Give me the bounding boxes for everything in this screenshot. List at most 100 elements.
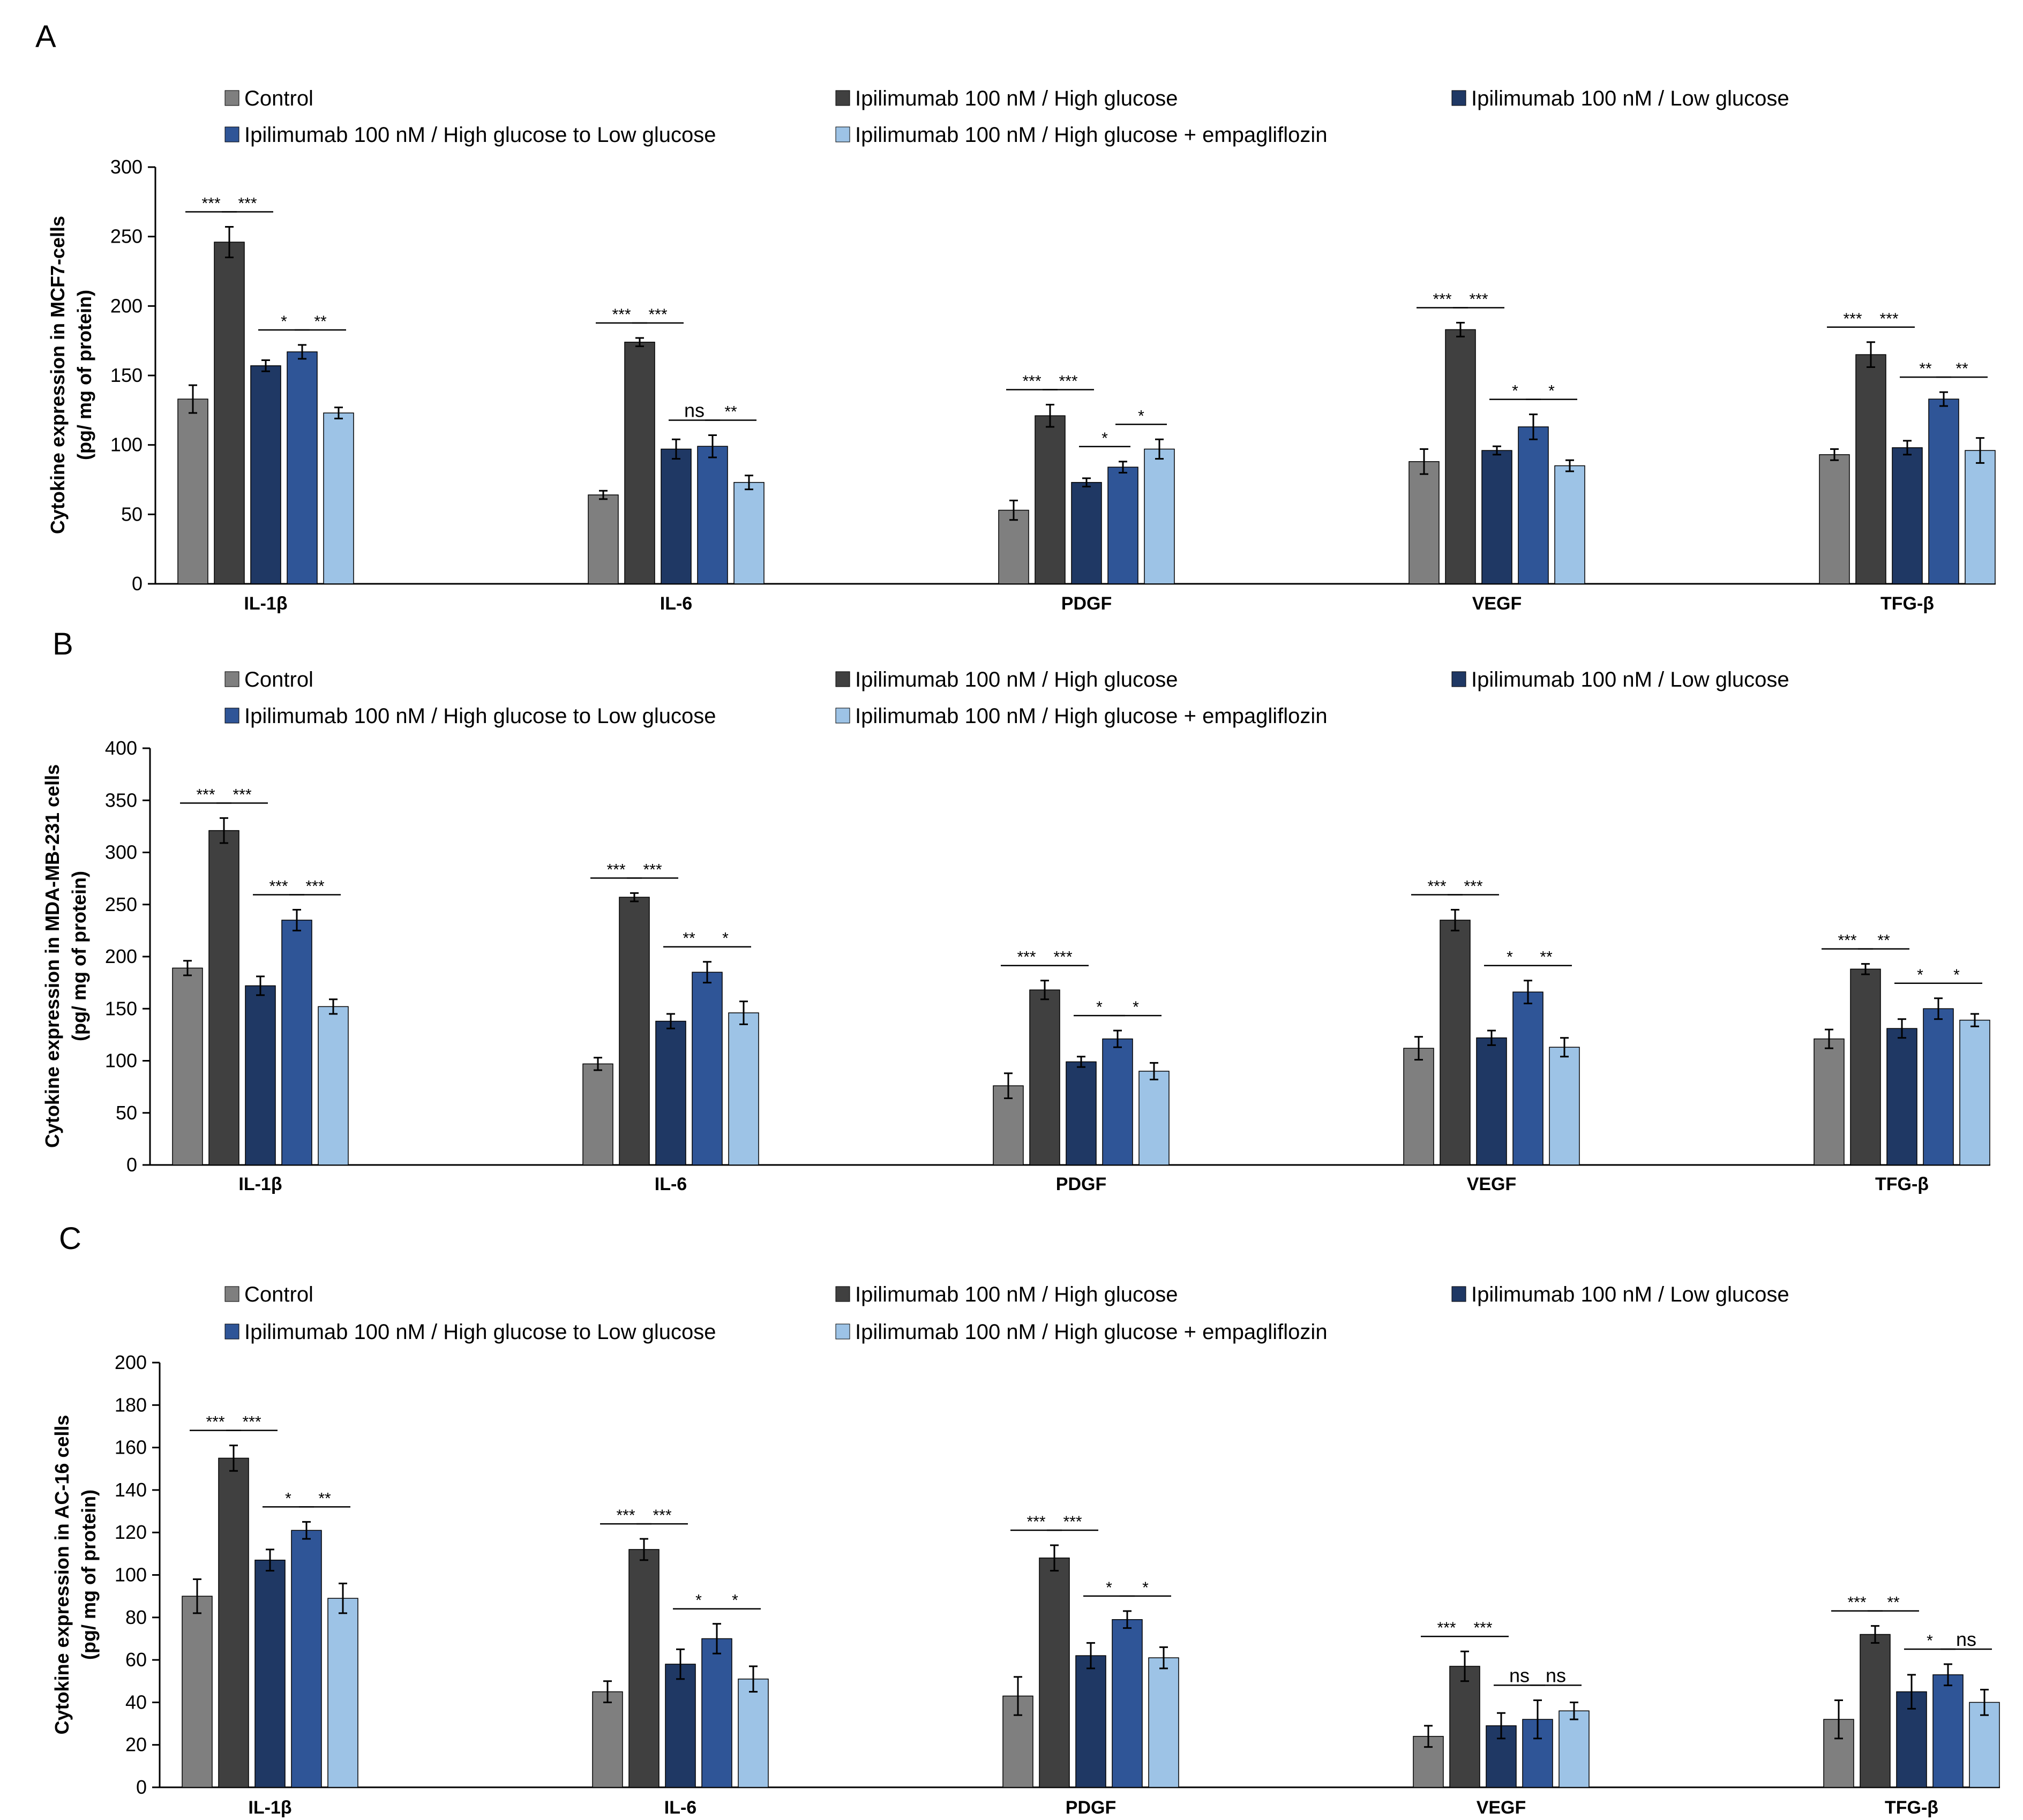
bar (1148, 1657, 1179, 1788)
legend-label: Ipilimumab 100 nM / High glucose to Low … (244, 1320, 716, 1344)
significance-label: ** (314, 313, 327, 330)
y-tick-label: 100 (115, 1564, 147, 1586)
significance-label: *** (1027, 1513, 1045, 1531)
bar (1107, 467, 1138, 584)
bar (692, 972, 723, 1165)
significance-label: ns (1509, 1664, 1530, 1686)
legend-swatch (224, 1286, 239, 1302)
legend: Control Ipilimumab 100 nM / High glucose I… (224, 87, 1789, 147)
bar (1969, 1702, 2000, 1788)
significance-label: *** (643, 861, 662, 878)
y-tick-label: 180 (115, 1394, 147, 1416)
bar (1476, 1037, 1507, 1165)
bar (318, 1006, 349, 1165)
legend-swatch (835, 1323, 850, 1340)
significance-label: * (1133, 998, 1139, 1016)
y-axis-label-units: (pg/ mg of protein) (78, 1490, 100, 1660)
legend-swatch (835, 671, 850, 687)
significance-label: * (1507, 949, 1513, 966)
bar (1855, 354, 1886, 584)
bar (665, 1664, 696, 1788)
x-tick-label: IL-6 (664, 1798, 696, 1818)
bar (323, 412, 354, 584)
x-tick-label: VEGF (1467, 1174, 1517, 1194)
significance-label: ns (684, 400, 705, 422)
y-tick-label: 120 (115, 1521, 147, 1543)
legend-label: Ipilimumab 100 nM / High glucose to Low … (244, 123, 716, 147)
panel-letter: C (59, 1221, 81, 1256)
x-tick-label: VEGF (1472, 593, 1522, 614)
bar (1035, 415, 1066, 584)
significance-label: * (695, 1592, 702, 1610)
significance-label: *** (242, 1413, 261, 1431)
y-tick-label: 50 (116, 1102, 137, 1124)
significance-label: *** (612, 306, 631, 324)
y-tick-label: 300 (110, 156, 143, 178)
legend-label: Ipilimumab 100 nM / High glucose + empag… (855, 1320, 1328, 1344)
significance-label: ** (1877, 932, 1890, 950)
significance-label: *** (1022, 372, 1041, 390)
legend-label: Ipilimumab 100 nM / Low glucose (1471, 87, 1789, 110)
legend-label: Ipilimumab 100 nM / High glucose (855, 668, 1178, 691)
significance-label: * (281, 313, 287, 330)
bar (738, 1679, 769, 1788)
bar (1029, 989, 1060, 1165)
bar (1932, 1674, 1964, 1788)
x-tick-label: IL-1β (238, 1174, 282, 1194)
significance-label: *** (1464, 877, 1482, 895)
bar (1002, 1695, 1033, 1788)
bar (1892, 447, 1923, 584)
legend-swatch (224, 126, 239, 142)
legend-swatch (835, 126, 850, 142)
bar (628, 1549, 660, 1788)
x-tick-label: IL-6 (660, 593, 692, 614)
bar (1138, 1071, 1170, 1165)
significance-label: ** (318, 1490, 331, 1507)
panel-a: A Control Ipilimumab 100 nM / High glucose… (35, 19, 1996, 614)
bar (218, 1457, 249, 1788)
legend-swatch (224, 1323, 239, 1340)
y-tick-label: 200 (105, 945, 137, 967)
legend: Control Ipilimumab 100 nM / High glucose I… (224, 1283, 1789, 1344)
bar (1823, 1719, 1854, 1788)
bar (655, 1020, 686, 1165)
bar (728, 1012, 759, 1165)
significance-label: *** (1879, 310, 1898, 328)
significance-label: * (1953, 966, 1960, 984)
x-tick-label: VEGF (1477, 1798, 1526, 1818)
bar (1959, 1019, 1990, 1165)
significance-label: * (285, 1490, 291, 1507)
legend-label: Ipilimumab 100 nM / High glucose (855, 1283, 1178, 1306)
significance-label: ns (1956, 1628, 1976, 1650)
bar (177, 398, 208, 584)
bar (287, 351, 318, 584)
bar (661, 448, 692, 584)
y-tick-label: 100 (105, 1050, 137, 1072)
bar (624, 342, 655, 584)
significance-label: ** (1955, 360, 1968, 378)
significance-label: *** (1469, 290, 1488, 308)
significance-label: *** (616, 1507, 635, 1524)
legend-label: Control (244, 87, 313, 110)
significance-label: *** (196, 786, 215, 803)
panel-c: C Control Ipilimumab 100 nM / High glucose… (51, 1221, 2000, 1818)
bar (1928, 398, 1959, 584)
bar (1886, 1028, 1917, 1165)
bar (208, 830, 239, 1165)
bar (1408, 461, 1440, 584)
significance-label: ** (1540, 949, 1553, 966)
bar (588, 494, 619, 584)
bar (592, 1691, 623, 1788)
legend-label: Ipilimumab 100 nM / High glucose + empag… (855, 704, 1328, 728)
panel-letter: B (53, 627, 73, 661)
bar (214, 242, 245, 584)
x-tick-label: PDGF (1056, 1174, 1106, 1194)
bar (182, 1596, 213, 1788)
x-tick-label: TFG-β (1880, 593, 1934, 614)
significance-label: *** (1433, 290, 1451, 308)
bar (1518, 426, 1549, 584)
legend-swatch (1451, 1286, 1466, 1302)
y-tick-label: 400 (105, 737, 137, 759)
bar (998, 509, 1029, 584)
